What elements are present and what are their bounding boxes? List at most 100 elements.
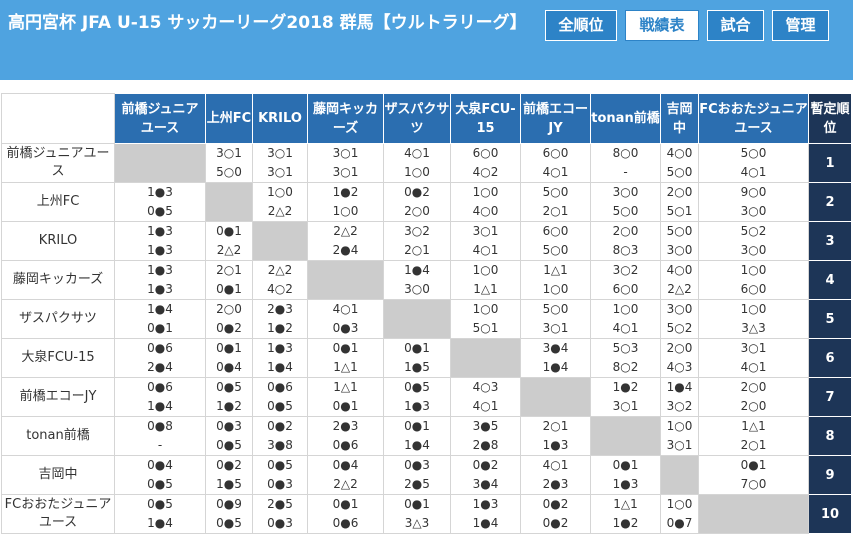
first-leg-score: 3○1 (472, 224, 499, 238)
result-cell: 0●8 - (114, 416, 206, 456)
first-leg-score: 1●3 (267, 341, 293, 355)
self-match-cell (114, 143, 206, 183)
second-leg-score: 2○1 (740, 438, 767, 452)
first-leg-score: 0●5 (147, 497, 173, 511)
first-leg-score: 2●3 (332, 419, 359, 433)
self-match-cell (590, 416, 661, 456)
first-leg-score: 2○0 (216, 302, 242, 316)
first-leg-score: 0●5 (404, 380, 430, 394)
result-cell: 0●4 0●5 (114, 455, 206, 495)
team-name[interactable]: 藤岡キッカーズ (1, 260, 115, 300)
rank-column-header: 暫定順位 (808, 93, 852, 144)
first-leg-score: 0●1 (332, 497, 359, 511)
result-cell: 3○0 5○0 (590, 182, 661, 222)
result-cell: 2○0 8○3 (590, 221, 661, 261)
result-cell: 1○0 0●7 (660, 494, 699, 534)
second-leg-score: 5○2 (666, 321, 693, 335)
self-match-cell (450, 338, 521, 378)
result-cell: 3○0 5○2 (660, 299, 699, 339)
first-leg-score: 4○0 (666, 146, 693, 160)
second-leg-score: 3○0 (740, 243, 767, 257)
rank-badge: 2 (808, 182, 852, 222)
first-leg-score: 1△1 (741, 419, 766, 433)
team-name[interactable]: KRILO (1, 221, 115, 261)
self-match-cell (252, 221, 308, 261)
rank-badge: 3 (808, 221, 852, 261)
second-leg-score: 4○1 (542, 165, 569, 179)
first-leg-score: 1●3 (472, 497, 499, 511)
result-cell: 3○1 4○1 (450, 221, 521, 261)
first-leg-score: 0●1 (332, 341, 359, 355)
first-leg-score: 6○0 (542, 224, 569, 238)
table-row: FCおおたジュニアユース 0●5 1●4 0●9 0●5 2●5 0●3 0●1 0●6 0●1 3… (1, 494, 852, 534)
all-standings-button[interactable]: 全順位 (545, 10, 617, 41)
team-name[interactable]: 前橋ジュニアユース (1, 143, 115, 183)
second-leg-score: 4○3 (666, 360, 693, 374)
result-cell: 0●9 0●5 (205, 494, 253, 534)
second-leg-score: 5○0 (216, 165, 242, 179)
second-leg-score: 1●5 (404, 360, 430, 374)
first-leg-score: 0●1 (740, 458, 767, 472)
first-leg-score: 3○1 (332, 146, 359, 160)
result-cell: 0●1 3△3 (383, 494, 451, 534)
result-cell: 1○0 4○0 (450, 182, 521, 222)
first-leg-score: 1●2 (332, 185, 359, 199)
second-leg-score: 0●3 (332, 321, 359, 335)
first-leg-score: 5○3 (612, 341, 639, 355)
results-grid: 前橋ジュニアユース 上州FC KRILO 藤岡キッカーズ ザスパクサツ 大泉FCU-15 前… (1, 93, 852, 534)
first-leg-score: 3●5 (472, 419, 499, 433)
self-match-cell (660, 455, 699, 495)
second-leg-score: 0●1 (147, 321, 173, 335)
team-name[interactable]: 大泉FCU-15 (1, 338, 115, 378)
team-name[interactable]: ザスパクサツ (1, 299, 115, 339)
second-leg-score: 2△2 (267, 204, 293, 218)
first-leg-score: 1○0 (267, 185, 293, 199)
first-leg-score: 1○0 (666, 497, 693, 511)
first-leg-score: 0●3 (404, 458, 430, 472)
result-cell: 1●3 1●4 (450, 494, 521, 534)
second-leg-score: 5○0 (612, 204, 639, 218)
result-cell: 0●2 3●4 (450, 455, 521, 495)
result-cell: 1●4 3○0 (383, 260, 451, 300)
first-leg-score: 5○0 (666, 224, 693, 238)
first-leg-score: 1●4 (147, 302, 173, 316)
first-leg-score: 1△1 (613, 497, 638, 511)
second-leg-score: 1●4 (147, 516, 173, 530)
result-cell: 4○1 2●3 (520, 455, 591, 495)
result-cell: 4○0 5○0 (660, 143, 699, 183)
result-cell: 6○0 5○0 (520, 221, 591, 261)
result-cell: 0●2 1●5 (205, 455, 253, 495)
first-leg-score: 0●6 (267, 380, 293, 394)
team-name[interactable]: 前橋エコーJY (1, 377, 115, 417)
first-leg-score: 1○0 (666, 419, 693, 433)
second-leg-score: 4○2 (472, 165, 499, 179)
first-leg-score: 0●2 (404, 185, 430, 199)
matches-button[interactable]: 試合 (707, 10, 764, 41)
column-header: ザスパクサツ (383, 93, 451, 144)
rank-badge: 8 (808, 416, 852, 456)
second-leg-score: 1●4 (472, 516, 499, 530)
self-match-cell (520, 377, 591, 417)
corner-cell (1, 93, 115, 144)
page-header: 高円宮杯 JFA U-15 サッカーリーグ2018 群馬【ウルトラリーグ】 全順… (0, 0, 853, 80)
team-name[interactable]: FCおおたジュニアユース (1, 494, 115, 534)
result-cell: 1●3 1●3 (114, 260, 206, 300)
first-leg-score: 3●4 (542, 341, 569, 355)
results-table-button[interactable]: 戦績表 (625, 10, 699, 41)
header-row: 前橋ジュニアユース 上州FC KRILO 藤岡キッカーズ ザスパクサツ 大泉FCU-15 前… (1, 93, 852, 144)
column-header: 大泉FCU-15 (450, 93, 521, 144)
second-leg-score: 2●4 (332, 243, 359, 257)
team-name[interactable]: 吉岡中 (1, 455, 115, 495)
second-leg-score: 2●3 (542, 477, 569, 491)
team-name[interactable]: 上州FC (1, 182, 115, 222)
first-leg-score: 2●3 (267, 302, 293, 316)
result-cell: 2○0 5○1 (660, 182, 699, 222)
admin-button[interactable]: 管理 (772, 10, 829, 41)
team-name[interactable]: tonan前橋 (1, 416, 115, 456)
result-cell: 4○1 1○0 (383, 143, 451, 183)
second-leg-score: 1○0 (542, 282, 569, 296)
second-leg-score: 0●5 (267, 399, 293, 413)
second-leg-score: 1○0 (404, 165, 430, 179)
second-leg-score: 1●4 (147, 399, 173, 413)
first-leg-score: 6○0 (542, 146, 569, 160)
